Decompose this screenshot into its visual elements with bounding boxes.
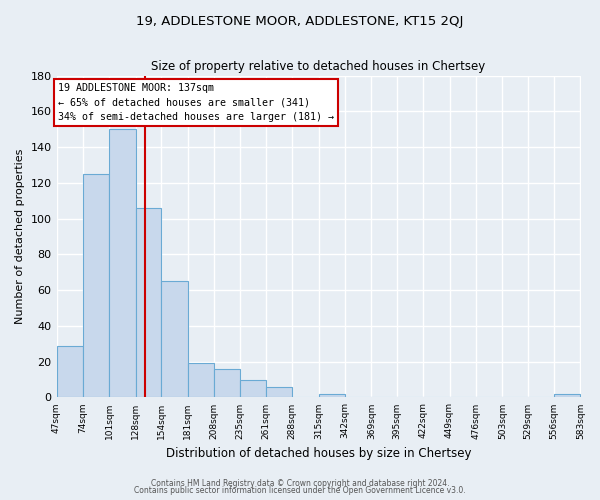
Bar (319, 394, 345, 398)
X-axis label: Distribution of detached houses by size in Chertsey: Distribution of detached houses by size … (166, 447, 471, 460)
Text: 19, ADDLESTONE MOOR, ADDLESTONE, KT15 2QJ: 19, ADDLESTONE MOOR, ADDLESTONE, KT15 2Q… (136, 15, 464, 28)
Y-axis label: Number of detached properties: Number of detached properties (15, 149, 25, 324)
Text: 19 ADDLESTONE MOOR: 137sqm
← 65% of detached houses are smaller (341)
34% of sem: 19 ADDLESTONE MOOR: 137sqm ← 65% of deta… (58, 82, 334, 122)
Bar (188, 364, 214, 398)
Bar (56, 346, 83, 398)
Text: Contains HM Land Registry data © Crown copyright and database right 2024.: Contains HM Land Registry data © Crown c… (151, 478, 449, 488)
Bar (109, 129, 136, 398)
Bar (161, 281, 188, 398)
Bar (214, 369, 241, 398)
Bar (554, 394, 580, 398)
Bar (83, 174, 109, 398)
Title: Size of property relative to detached houses in Chertsey: Size of property relative to detached ho… (151, 60, 485, 73)
Bar (241, 380, 266, 398)
Bar (266, 386, 292, 398)
Text: Contains public sector information licensed under the Open Government Licence v3: Contains public sector information licen… (134, 486, 466, 495)
Bar (136, 208, 161, 398)
